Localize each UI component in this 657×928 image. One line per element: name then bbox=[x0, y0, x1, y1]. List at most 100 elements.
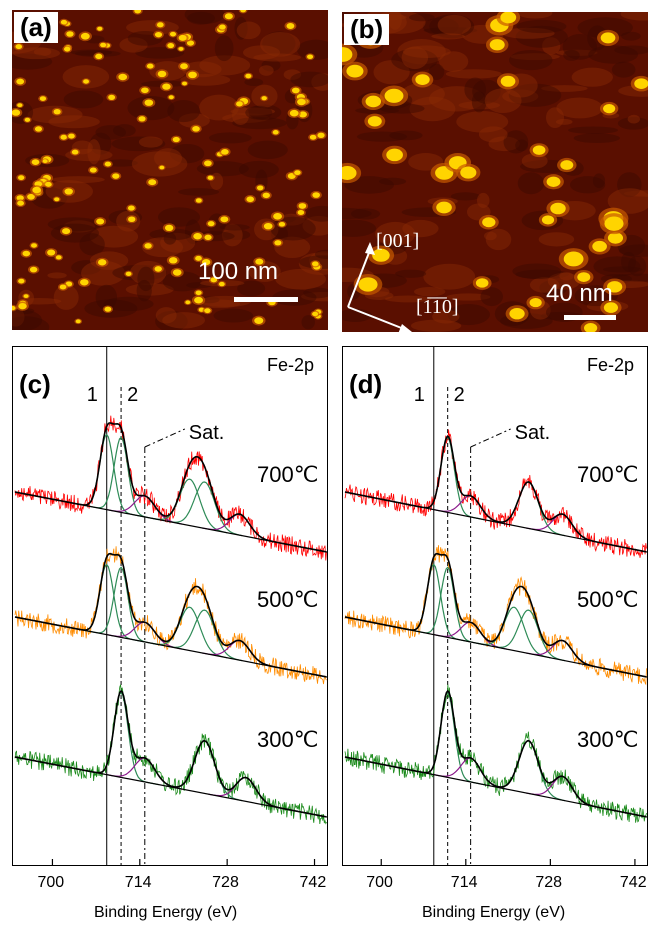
stm-texture bbox=[71, 260, 102, 275]
stm-texture bbox=[628, 255, 647, 277]
stm-texture bbox=[103, 296, 154, 312]
temperature-label: 300℃ bbox=[577, 727, 638, 752]
stm-texture bbox=[627, 114, 641, 124]
marker-label-1: 1 bbox=[414, 384, 425, 406]
stm-island bbox=[134, 10, 142, 14]
stm-texture bbox=[446, 293, 491, 301]
stm-texture bbox=[402, 45, 451, 58]
stm-texture bbox=[559, 272, 574, 281]
stm-texture bbox=[126, 20, 179, 35]
stm-texture bbox=[141, 237, 184, 258]
panel-label-b: (b) bbox=[344, 14, 390, 45]
stm-texture bbox=[588, 45, 639, 64]
stm-island bbox=[138, 116, 146, 122]
stm-island bbox=[603, 302, 619, 313]
stm-island bbox=[186, 40, 195, 46]
stm-texture bbox=[391, 48, 438, 72]
stm-island bbox=[204, 160, 212, 167]
stm-island bbox=[64, 188, 73, 195]
stm-texture bbox=[445, 69, 502, 79]
stm-texture bbox=[621, 251, 636, 272]
scale-bar-label-b: 40 nm bbox=[546, 280, 613, 307]
stm-island bbox=[289, 109, 299, 117]
fit-component bbox=[492, 609, 566, 662]
stm-island bbox=[148, 179, 157, 186]
stm-texture bbox=[187, 11, 215, 25]
stm-texture bbox=[611, 61, 636, 78]
stm-island bbox=[16, 78, 25, 85]
stm-island bbox=[127, 205, 135, 211]
stm-island bbox=[18, 278, 25, 284]
panel-label-c: (c) bbox=[19, 369, 51, 399]
stm-island bbox=[17, 175, 25, 181]
stm-texture bbox=[456, 111, 509, 133]
stm-texture bbox=[53, 284, 79, 310]
stm-texture bbox=[428, 63, 445, 80]
stm-island bbox=[68, 133, 75, 139]
stm-texture bbox=[476, 192, 490, 209]
stm-island bbox=[192, 125, 200, 132]
stm-island bbox=[358, 277, 378, 292]
stm-texture bbox=[450, 192, 481, 201]
stm-texture bbox=[541, 85, 588, 92]
stm-texture bbox=[119, 37, 148, 53]
stm-texture bbox=[484, 231, 497, 241]
stm-texture bbox=[555, 118, 573, 125]
stm-texture bbox=[296, 39, 328, 60]
stm-island bbox=[297, 210, 305, 216]
direction-label-001: [001] bbox=[376, 230, 420, 252]
stm-texture bbox=[344, 176, 394, 194]
stm-island bbox=[169, 31, 177, 37]
stm-texture bbox=[547, 272, 581, 290]
stm-texture bbox=[471, 91, 487, 113]
stm-texture bbox=[214, 35, 234, 62]
stm-texture bbox=[244, 78, 264, 87]
stm-texture bbox=[79, 233, 105, 256]
stm-texture bbox=[478, 126, 508, 143]
stm-features-b bbox=[342, 12, 648, 332]
stm-island bbox=[12, 305, 16, 311]
stm-island bbox=[128, 216, 136, 223]
stm-island bbox=[460, 166, 477, 179]
stm-texture bbox=[62, 65, 110, 89]
stm-texture bbox=[484, 88, 522, 114]
marker-label-1: 1 bbox=[87, 384, 98, 406]
stm-texture bbox=[198, 299, 241, 309]
fit-component bbox=[167, 481, 243, 537]
temperature-label: 300℃ bbox=[257, 727, 318, 752]
stm-texture bbox=[80, 260, 126, 286]
stm-texture bbox=[515, 25, 568, 48]
stm-texture bbox=[355, 107, 400, 115]
sat-label: Sat. bbox=[515, 422, 551, 444]
stm-island bbox=[306, 54, 314, 60]
stm-island bbox=[311, 261, 319, 267]
stm-texture bbox=[125, 283, 174, 296]
stm-texture bbox=[248, 261, 281, 282]
stm-texture bbox=[262, 31, 296, 56]
stm-texture bbox=[423, 263, 476, 290]
stm-texture bbox=[356, 131, 408, 142]
stm-island bbox=[342, 47, 353, 62]
stm-island bbox=[54, 197, 60, 202]
stm-texture bbox=[199, 94, 239, 121]
stm-texture bbox=[87, 139, 101, 165]
stm-island bbox=[532, 145, 546, 155]
stm-texture bbox=[271, 225, 288, 243]
stm-texture bbox=[521, 153, 548, 169]
stm-image-a: 100 nm bbox=[12, 10, 328, 330]
stm-texture bbox=[464, 77, 487, 102]
stm-texture bbox=[569, 176, 606, 194]
stm-island bbox=[97, 259, 107, 266]
stm-island bbox=[154, 31, 163, 38]
stm-texture bbox=[517, 12, 553, 19]
stm-texture bbox=[401, 82, 445, 106]
stm-island bbox=[172, 269, 182, 276]
stm-texture bbox=[131, 151, 188, 177]
stm-island bbox=[500, 75, 516, 87]
stm-texture bbox=[208, 132, 252, 144]
stm-texture bbox=[160, 232, 196, 253]
stm-texture bbox=[305, 205, 328, 222]
stm-texture bbox=[12, 307, 25, 327]
fit-envelope bbox=[14, 689, 326, 818]
stm-island bbox=[17, 200, 25, 206]
